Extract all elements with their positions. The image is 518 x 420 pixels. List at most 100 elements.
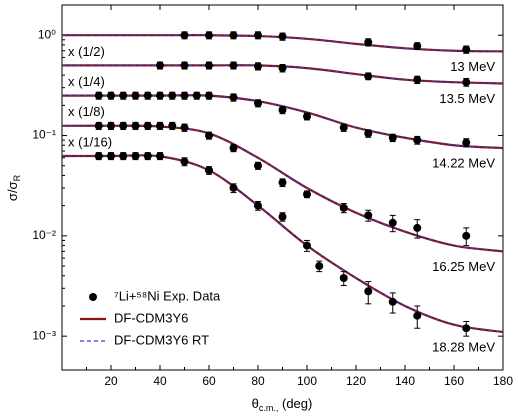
- data-point: [119, 91, 128, 100]
- x-tick-label: 20: [104, 374, 118, 388]
- data-point: [254, 62, 262, 71]
- data-point: [388, 218, 397, 227]
- data-point: [462, 231, 471, 240]
- data-point: [254, 31, 262, 40]
- data-point: [254, 201, 262, 210]
- data-point: [413, 311, 422, 320]
- data-point: [388, 133, 397, 142]
- x-tick-label: 60: [202, 374, 216, 388]
- data-point: [339, 203, 348, 212]
- data-point: [364, 72, 373, 81]
- energy-label: 18.28 MeV: [432, 339, 495, 354]
- data-point: [413, 75, 422, 84]
- scale-label: x (1/2): [68, 44, 105, 59]
- data-point: [278, 64, 287, 73]
- energy-label: 16.25 MeV: [432, 259, 495, 274]
- scale-label: x (1/4): [68, 74, 105, 89]
- data-point: [107, 91, 115, 100]
- data-point: [303, 241, 311, 250]
- data-point: [462, 78, 471, 87]
- data-point: [462, 138, 471, 147]
- data-point: [156, 121, 164, 130]
- data-point: [180, 31, 189, 40]
- data-point: [143, 121, 152, 130]
- data-point: [143, 91, 152, 100]
- data-point: [413, 223, 422, 232]
- data-point: [119, 121, 128, 130]
- data-point: [94, 91, 103, 100]
- legend-label: DF-CDM3Y6 RT: [114, 332, 209, 347]
- data-point: [413, 136, 422, 145]
- data-point: [107, 121, 115, 130]
- data-point: [107, 152, 115, 161]
- x-tick-label: 140: [395, 374, 415, 388]
- data-point: [254, 161, 262, 170]
- fit-curve: [61, 124, 504, 253]
- data-point: [229, 183, 238, 192]
- data-point: [205, 91, 213, 100]
- data-point: [168, 121, 177, 130]
- legend-marker: [89, 293, 97, 301]
- data-point: [168, 91, 177, 100]
- data-point: [278, 32, 287, 41]
- data-point: [462, 324, 471, 333]
- data-point: [192, 91, 201, 100]
- data-point: [278, 178, 287, 187]
- data-point: [364, 211, 373, 220]
- x-tick-label: 180: [493, 374, 513, 388]
- x-tick-label: 80: [251, 374, 265, 388]
- data-point: [462, 45, 471, 54]
- data-point: [339, 123, 348, 132]
- rt-curve: [61, 94, 504, 149]
- data-point: [205, 166, 213, 175]
- data-point: [94, 152, 103, 161]
- y-axis-label: σ/σR: [5, 174, 22, 201]
- data-point: [278, 212, 287, 221]
- data-point: [205, 31, 213, 40]
- data-point: [254, 99, 262, 108]
- data-point: [119, 152, 128, 161]
- y-tick-label: 10⁻¹: [32, 128, 56, 142]
- data-point: [364, 38, 373, 47]
- scale-label: x (1/8): [68, 104, 105, 119]
- legend-label: ⁷Li+⁵⁸Ni Exp. Data: [114, 288, 221, 303]
- data-point: [339, 274, 348, 283]
- fit-curve: [61, 94, 504, 150]
- x-tick-label: 120: [346, 374, 366, 388]
- data-point: [413, 42, 422, 51]
- data-point: [131, 152, 140, 161]
- data-point: [180, 123, 189, 132]
- data-point: [156, 91, 164, 100]
- data-point: [131, 91, 140, 100]
- energy-label: 13.5 MeV: [439, 91, 495, 106]
- data-point: [229, 144, 238, 153]
- scale-label: x (1/16): [68, 134, 112, 149]
- legend-label: DF-CDM3Y6: [114, 310, 188, 325]
- data-point: [278, 105, 287, 114]
- data-point: [94, 121, 103, 130]
- y-tick-label: 10⁻³: [32, 328, 56, 342]
- data-point: [229, 31, 238, 40]
- data-point: [156, 152, 164, 161]
- rt-curve: [61, 125, 504, 252]
- x-tick-label: 40: [153, 374, 167, 388]
- data-point: [205, 131, 213, 140]
- data-point: [388, 297, 397, 306]
- data-point: [303, 190, 311, 199]
- data-point: [143, 152, 152, 161]
- data-point: [229, 61, 238, 70]
- x-axis-label: θc.m., (deg): [252, 396, 313, 413]
- energy-label: 14.22 MeV: [432, 155, 495, 170]
- data-point: [229, 93, 238, 102]
- data-point: [315, 262, 324, 271]
- data-point: [180, 61, 189, 70]
- y-tick-label: 10⁰: [38, 27, 56, 41]
- data-point: [180, 157, 189, 166]
- data-point: [364, 287, 373, 296]
- data-point: [131, 121, 140, 130]
- data-point: [364, 129, 373, 138]
- data-point: [180, 91, 189, 100]
- x-tick-label: 160: [444, 374, 464, 388]
- data-point: [303, 112, 311, 121]
